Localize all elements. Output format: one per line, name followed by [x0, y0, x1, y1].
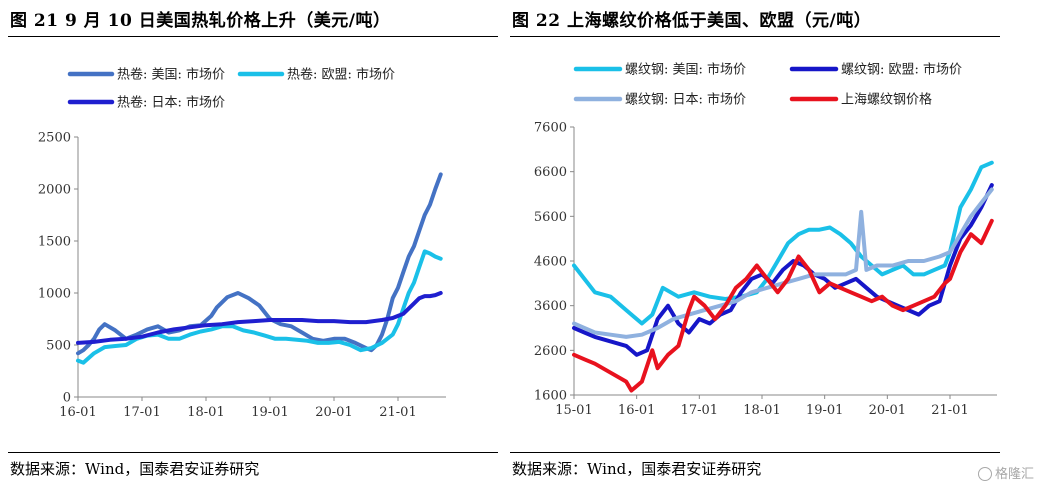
x-tick-label: 19-01 — [251, 405, 288, 420]
title-rule — [510, 36, 1000, 37]
legend-label: 热卷: 美国: 市场价 — [117, 67, 225, 83]
y-tick-label: 0 — [63, 391, 71, 406]
watermark-logo-icon — [977, 467, 992, 481]
legend-item: 热卷: 美国: 市场价 — [67, 67, 225, 83]
x-tick-label: 18-01 — [187, 405, 224, 420]
series-line-4 — [572, 218, 994, 393]
legend-item: 螺纹钢: 欧盟: 市场价 — [789, 62, 962, 78]
left-figure: 图 21 9 月 10 日美国热轧价格上升（美元/吨） 0 500 1000 1500… — [8, 0, 498, 492]
legend-item: 热卷: 欧盟: 市场价 — [237, 67, 395, 83]
x-tick-label: 18-01 — [743, 403, 780, 418]
legend-label: 热卷: 日本: 市场价 — [117, 95, 225, 111]
series-line-2 — [572, 183, 994, 357]
legend-item: 上海螺纹钢价格 — [789, 92, 932, 108]
legend-item: 螺纹钢: 美国: 市场价 — [573, 62, 746, 78]
y-tick-label: 6600 — [534, 165, 567, 180]
y-tick-label: 1000 — [38, 287, 71, 302]
hot-rolled-price-chart: 0 500 1000 1500 2000 2500 16-01 17-01 18-01 19-01… — [38, 67, 446, 420]
figure-source: 数据来源：Wind，国泰君安证券研究 — [10, 460, 260, 478]
y-tick-label: 500 — [46, 339, 71, 354]
x-tick-label: 17-01 — [123, 405, 160, 420]
y-tick-label: 1500 — [38, 235, 71, 250]
y-tick-label: 2600 — [534, 344, 567, 359]
y-tick-label: 5600 — [534, 210, 567, 225]
y-tick-label: 1600 — [534, 389, 567, 404]
x-tick-label: 19-01 — [806, 403, 843, 418]
title-rule — [8, 36, 498, 37]
series-line-1 — [76, 172, 443, 356]
y-tick-label: 3600 — [534, 299, 567, 314]
legend-label: 上海螺纹钢价格 — [841, 92, 932, 108]
legend-label: 螺纹钢: 欧盟: 市场价 — [841, 62, 962, 78]
y-tick-label: 2000 — [38, 183, 71, 198]
x-tick-label: 17-01 — [681, 403, 718, 418]
right-figure: 图 22 上海螺纹价格低于美国、欧盟（元/吨） 1600 2600 3600 4600… — [510, 0, 1000, 492]
legend-item: 螺纹钢: 日本: 市场价 — [573, 92, 746, 108]
rebar-price-chart: 1600 2600 3600 4600 5600 6600 7600 15-01 16-01 17… — [534, 62, 997, 418]
y-tick-label: 7600 — [534, 121, 567, 136]
legend-item: 热卷: 日本: 市场价 — [67, 95, 225, 111]
x-tick-label: 21-01 — [379, 405, 416, 420]
x-tick-label: 15-01 — [555, 403, 592, 418]
x-tick-label: 21-01 — [931, 403, 968, 418]
figure-title: 图 22 上海螺纹价格低于美国、欧盟（元/吨） — [512, 11, 872, 31]
series-line-3 — [572, 187, 994, 339]
source-rule — [8, 452, 498, 453]
y-tick-label: 4600 — [534, 255, 567, 270]
legend-label: 螺纹钢: 日本: 市场价 — [625, 92, 746, 108]
figure-source: 数据来源：Wind，国泰君安证券研究 — [512, 460, 762, 478]
x-tick-label: 16-01 — [618, 403, 655, 418]
figure-title: 图 21 9 月 10 日美国热轧价格上升（美元/吨） — [10, 11, 391, 31]
x-tick-label: 20-01 — [869, 403, 906, 418]
x-tick-label: 16-01 — [59, 405, 96, 420]
series-line-3 — [76, 291, 443, 345]
x-tick-label: 20-01 — [315, 405, 352, 420]
watermark-text: 格隆汇 — [994, 467, 1034, 482]
y-tick-label: 2500 — [38, 131, 71, 146]
watermark: 格隆汇 — [977, 463, 1034, 482]
legend-label: 热卷: 欧盟: 市场价 — [287, 67, 395, 83]
source-rule — [510, 452, 1000, 453]
legend-label: 螺纹钢: 美国: 市场价 — [625, 62, 746, 78]
series-line-1 — [572, 160, 994, 326]
